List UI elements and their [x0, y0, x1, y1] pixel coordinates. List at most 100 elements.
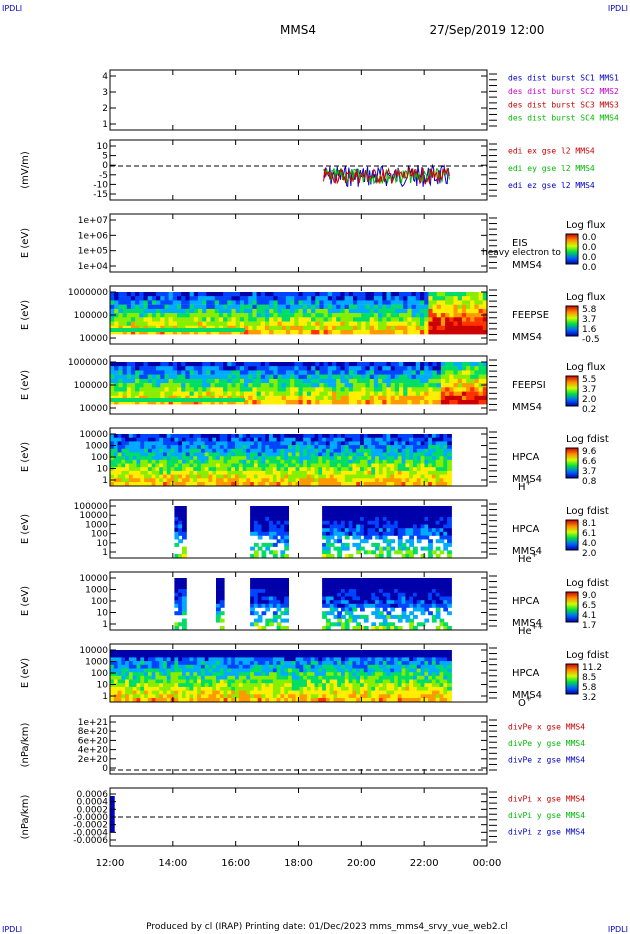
spectrogram-cell — [193, 445, 199, 450]
spectrogram-cell — [415, 395, 421, 401]
spectrogram-cell — [125, 650, 130, 654]
spectrogram-cell — [261, 589, 267, 594]
spectrogram-cell — [435, 578, 441, 582]
spectrogram-cell — [144, 686, 149, 691]
spectrogram-cell — [361, 400, 367, 405]
spectrogram-cell — [182, 611, 187, 616]
spectrogram-cell — [117, 694, 123, 699]
spectrogram-cell — [139, 330, 145, 335]
spectrogram-cell — [424, 585, 430, 590]
spectrogram-cell — [443, 546, 449, 551]
spectrogram-cell — [428, 478, 433, 483]
colorbar-tick-label: 4.1 — [582, 611, 596, 621]
spectrogram-cell — [265, 478, 271, 483]
spectrogram-cell — [253, 482, 259, 486]
spectrogram-cell — [390, 509, 396, 514]
spectrogram-cell — [139, 321, 145, 326]
spectrogram-cell — [466, 366, 471, 371]
spectrogram-cell — [276, 592, 282, 597]
spectrogram-cell — [216, 452, 221, 457]
spectrogram-cell — [336, 387, 341, 392]
spectrogram-cell — [170, 657, 176, 662]
spectrogram-cell — [276, 539, 282, 544]
spectrogram-cell — [280, 600, 286, 605]
spectrogram-cell — [132, 653, 138, 658]
spectrogram-cell — [197, 478, 202, 483]
spectrogram-cell — [185, 668, 191, 673]
spectrogram-cell — [170, 459, 176, 464]
spectrogram-cell — [227, 690, 233, 695]
spectrogram-cell — [219, 474, 225, 479]
spectrogram-cell — [110, 467, 115, 472]
spectrogram-cell — [401, 554, 407, 558]
spectrogram-cell — [397, 524, 403, 529]
spectrogram-cell — [216, 672, 221, 677]
spectrogram-cell — [166, 448, 172, 453]
colorbar-scale — [565, 233, 579, 265]
spectrogram-cell — [382, 296, 388, 301]
spectrogram-cell — [420, 513, 426, 518]
spectrogram-cell — [403, 300, 408, 305]
spectrogram-cell — [457, 378, 463, 384]
spectrogram-cell — [314, 437, 320, 442]
spectrogram-cell — [360, 539, 365, 544]
spectrogram-cell — [160, 378, 166, 384]
spectrogram-cell — [424, 445, 430, 450]
spectrogram-cell — [348, 292, 354, 297]
spectrogram-cell — [440, 374, 446, 380]
spectrogram-cell — [310, 459, 316, 464]
spectrogram-cell — [117, 668, 123, 673]
spectrogram-cell — [151, 378, 157, 384]
spectrogram-cell — [132, 657, 138, 662]
spectrogram-cell — [193, 296, 199, 301]
y-tick-label: 100000 — [74, 502, 109, 512]
spectrogram-cell — [132, 437, 138, 442]
spectrogram-cell — [118, 321, 124, 326]
spectrogram-cell — [277, 321, 283, 326]
spectrogram-cell — [325, 506, 331, 510]
spectrogram-cell — [424, 362, 429, 367]
spectrogram-cell — [340, 374, 346, 380]
spectrogram-cell — [371, 600, 377, 605]
spectrogram-cell — [250, 513, 255, 518]
spectrogram-cell — [409, 622, 414, 627]
spectrogram-cell — [348, 600, 354, 605]
spectrogram-cell — [348, 317, 354, 322]
spectrogram-cell — [206, 370, 212, 375]
spectrogram-cell — [110, 330, 115, 335]
spectrogram-cell — [121, 698, 127, 702]
spectrogram-cell — [424, 531, 430, 536]
spectrogram-cell — [204, 452, 210, 457]
spectrogram-cell — [166, 668, 172, 673]
spectrogram-cell — [453, 374, 459, 380]
spectrogram-cell — [341, 603, 346, 608]
spectrogram-cell — [155, 474, 161, 479]
spectrogram-cell — [174, 448, 180, 453]
spectrogram-cell — [253, 578, 259, 582]
spectrogram-cell — [367, 467, 373, 472]
spectrogram-cell — [231, 317, 237, 322]
spectrogram-cell — [227, 292, 233, 297]
spectrogram-cell — [352, 618, 358, 623]
spectrogram-cell — [369, 374, 375, 380]
spectrogram-cell — [212, 437, 218, 442]
spectrogram-cell — [382, 520, 388, 525]
spectrogram-cell — [193, 698, 199, 702]
spectrogram-cell — [302, 370, 308, 375]
spectrogram-cell — [118, 366, 124, 371]
spectrogram-cell — [178, 520, 183, 525]
spectrogram-cell — [128, 653, 134, 658]
spectrogram-cell — [436, 330, 442, 335]
spectrogram-cell — [378, 589, 384, 594]
spectrogram-cell — [185, 448, 191, 453]
spectrogram-cell — [432, 330, 438, 335]
spectrogram-cell — [273, 387, 279, 392]
spectrogram-cell — [143, 313, 149, 318]
spectrogram-cell — [420, 362, 425, 367]
spectrogram-cell — [373, 395, 379, 401]
spectrogram-cell — [160, 370, 166, 375]
spectrogram-cell — [269, 362, 274, 367]
spectrogram-cell — [260, 378, 266, 384]
spectrogram-cell — [172, 370, 178, 375]
